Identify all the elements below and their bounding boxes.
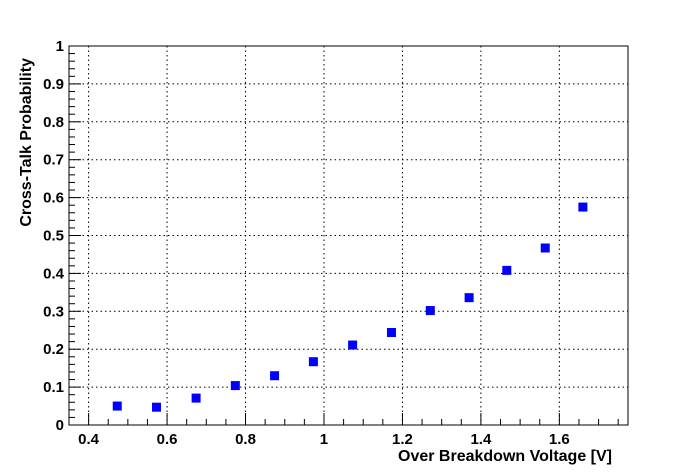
data-point xyxy=(308,357,318,367)
data-point xyxy=(464,293,474,303)
x-tick-label: 1 xyxy=(320,431,328,448)
y-tick-label: 0 xyxy=(56,417,64,434)
data-point xyxy=(270,371,280,381)
x-tick-label: 1.4 xyxy=(470,431,492,448)
data-point xyxy=(540,243,550,253)
data-point xyxy=(112,401,122,411)
y-tick-label: 0.5 xyxy=(43,228,64,245)
data-point xyxy=(151,402,161,412)
y-tick-label: 0.3 xyxy=(43,303,64,320)
y-tick-label: 0.4 xyxy=(43,265,65,282)
y-tick-label: 0.2 xyxy=(43,341,64,358)
data-point xyxy=(386,328,396,338)
y-tick-label: 1 xyxy=(56,38,64,55)
grid-lines xyxy=(69,46,628,425)
data-point xyxy=(348,340,358,350)
data-point xyxy=(578,202,588,212)
axis-ticks xyxy=(68,45,619,426)
y-axis-title: Cross-Talk Probability xyxy=(18,58,35,227)
x-tick-label: 1.6 xyxy=(549,431,570,448)
data-point xyxy=(230,381,240,391)
tick-labels: 0 0.1 0.2 0.3 0.4 0.5 0.6 0.7 0.8 0.9 1 0.4 0.6 0.8 1 1… xyxy=(43,38,570,448)
data-point xyxy=(502,265,512,275)
data-point xyxy=(191,393,201,403)
y-tick-label: 0.7 xyxy=(43,152,64,169)
x-tick-label: 1.2 xyxy=(392,431,413,448)
x-tick-label: 0.8 xyxy=(235,431,256,448)
y-tick-label: 0.8 xyxy=(43,114,64,131)
x-tick-label: 0.4 xyxy=(78,431,100,448)
y-tick-label: 0.9 xyxy=(43,76,64,93)
data-point xyxy=(425,306,435,316)
x-axis-title: Over Breakdown Voltage [V] xyxy=(398,448,612,465)
x-tick-label: 0.6 xyxy=(157,431,178,448)
y-tick-label: 0.1 xyxy=(43,379,64,396)
y-tick-label: 0.6 xyxy=(43,190,64,207)
data-points xyxy=(112,202,588,412)
